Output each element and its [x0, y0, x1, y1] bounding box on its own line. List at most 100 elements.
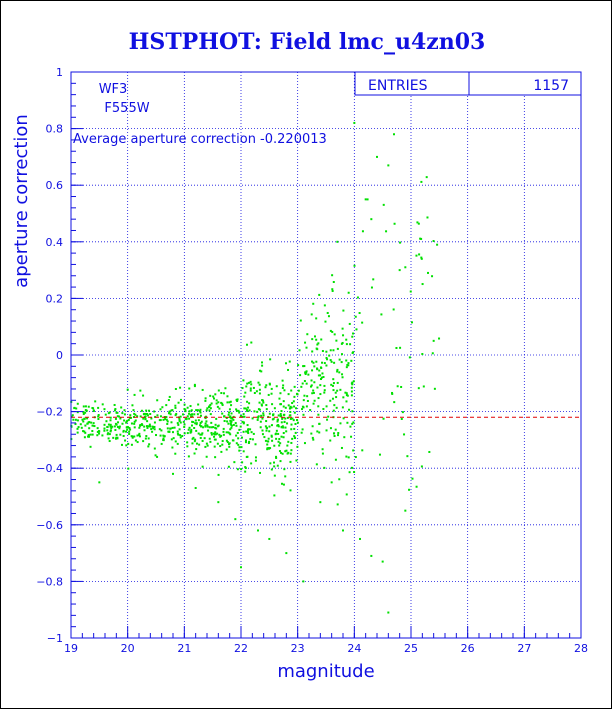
data-point — [201, 465, 204, 468]
data-point — [350, 390, 353, 393]
data-point — [129, 428, 132, 431]
data-point — [133, 412, 136, 415]
data-point — [94, 400, 97, 403]
data-point — [146, 420, 149, 423]
data-point — [195, 448, 198, 451]
data-point — [191, 415, 194, 418]
data-point — [287, 451, 290, 454]
data-point — [320, 338, 323, 341]
data-point — [289, 460, 292, 463]
data-point — [275, 385, 278, 388]
data-point — [96, 434, 99, 437]
data-point — [228, 411, 231, 414]
data-point — [191, 413, 194, 416]
data-point — [265, 420, 268, 423]
data-point — [122, 430, 125, 433]
data-point — [266, 447, 269, 450]
data-point — [321, 452, 324, 455]
data-point — [396, 385, 399, 388]
data-point — [352, 449, 355, 452]
data-point — [221, 440, 224, 443]
data-point — [315, 338, 318, 341]
data-point — [319, 384, 322, 387]
data-point — [97, 406, 100, 409]
data-point — [244, 407, 247, 410]
data-point — [302, 365, 305, 368]
data-point — [286, 444, 289, 447]
data-point — [165, 404, 168, 407]
data-point — [342, 396, 345, 399]
data-point — [117, 421, 120, 424]
data-point — [93, 425, 96, 428]
data-point — [290, 423, 293, 426]
data-point — [176, 430, 179, 433]
data-point — [200, 425, 203, 428]
data-point — [275, 437, 278, 440]
data-point — [174, 404, 177, 407]
data-point — [151, 425, 154, 428]
data-point — [351, 335, 354, 338]
data-point — [310, 432, 313, 435]
data-point — [128, 426, 131, 429]
data-point — [232, 423, 235, 426]
data-point — [188, 426, 191, 429]
data-point — [229, 415, 232, 418]
data-point — [346, 421, 349, 424]
data-point — [226, 420, 229, 423]
data-point — [272, 413, 275, 416]
data-point — [300, 431, 303, 434]
data-point — [177, 433, 180, 436]
data-point — [281, 379, 284, 382]
data-point — [198, 410, 201, 413]
data-point — [222, 392, 225, 395]
data-point — [116, 415, 119, 418]
data-point — [162, 439, 165, 442]
data-point — [323, 304, 326, 307]
data-point — [243, 407, 246, 410]
data-point — [179, 415, 182, 418]
data-point — [193, 452, 196, 455]
data-point — [115, 411, 118, 414]
data-point — [259, 420, 262, 423]
data-point — [332, 378, 335, 381]
data-point — [171, 431, 174, 434]
data-point — [305, 371, 308, 374]
data-point — [109, 430, 112, 433]
data-point — [190, 428, 193, 431]
data-point — [291, 417, 294, 420]
data-point — [420, 465, 423, 468]
data-point — [217, 473, 220, 476]
x-tick-label: 23 — [291, 642, 305, 655]
data-point — [395, 346, 398, 349]
data-point — [328, 354, 331, 357]
data-point — [333, 435, 336, 438]
data-point — [254, 456, 257, 459]
data-point — [277, 425, 280, 428]
data-point — [249, 387, 252, 390]
data-point — [290, 428, 293, 431]
data-point — [306, 399, 309, 402]
data-point — [210, 433, 213, 436]
data-point — [182, 420, 185, 423]
data-point — [382, 417, 385, 420]
data-point — [267, 393, 270, 396]
data-point — [109, 425, 112, 428]
data-point — [139, 389, 142, 392]
data-point — [70, 415, 73, 418]
data-point — [218, 407, 221, 410]
data-point — [340, 446, 343, 449]
data-point — [331, 330, 334, 333]
data-point — [217, 389, 220, 392]
data-point — [194, 419, 197, 422]
data-point — [406, 455, 409, 458]
data-point — [264, 386, 267, 389]
data-point — [183, 432, 186, 435]
data-point — [109, 429, 112, 432]
data-point — [134, 419, 137, 422]
data-point — [212, 432, 215, 435]
data-point — [322, 407, 325, 410]
data-point — [159, 419, 162, 422]
data-point — [246, 382, 249, 385]
data-point — [242, 430, 245, 433]
data-point — [403, 433, 406, 436]
